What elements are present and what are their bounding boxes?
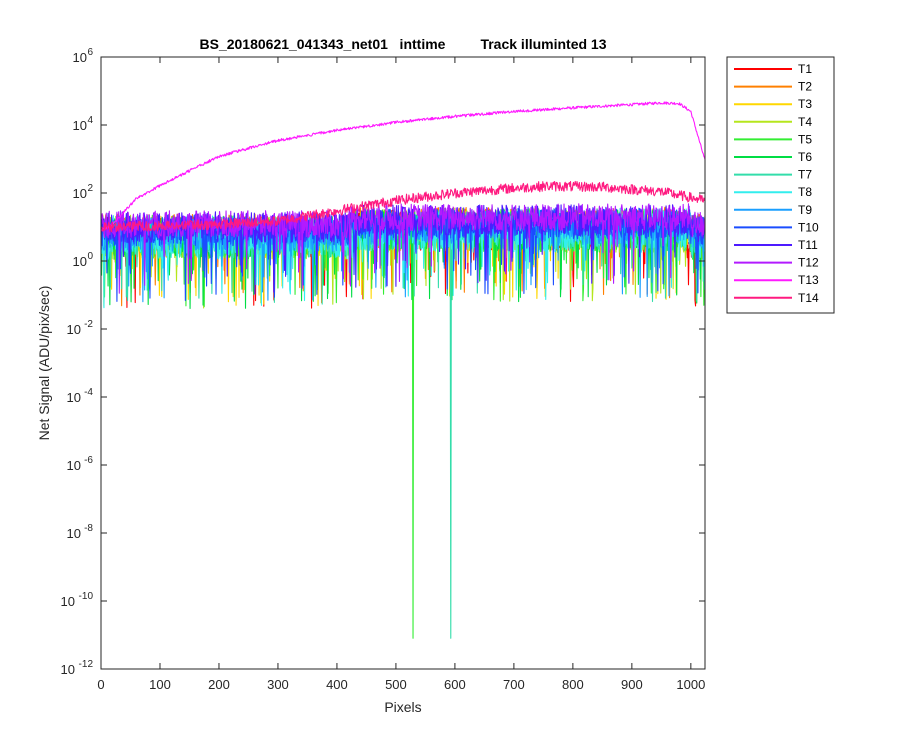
legend-label: T7 [798, 168, 812, 182]
x-tick-label: 200 [208, 677, 230, 692]
x-tick-label: 400 [326, 677, 348, 692]
y-tick-exponent: 4 [87, 115, 93, 126]
y-tick-label: 10 [67, 390, 81, 405]
x-tick-label: 300 [267, 677, 289, 692]
legend-label: T14 [798, 291, 819, 305]
x-tick-label: 0 [97, 677, 104, 692]
y-tick-exponent: 2 [87, 183, 93, 194]
y-axis-label: Net Signal (ADU/pix/sec) [36, 286, 52, 441]
legend-box [726, 56, 835, 314]
legend-label: T13 [798, 273, 819, 287]
y-tick-label: 10 [73, 50, 87, 65]
x-tick-label: 600 [444, 677, 466, 692]
y-tick-label: 10 [61, 662, 75, 677]
y-tick-exponent: -8 [84, 523, 93, 534]
y-tick-exponent: -12 [79, 659, 94, 670]
y-tick-label: 10 [67, 322, 81, 337]
y-tick-label: 10 [67, 458, 81, 473]
y-tick-label: 10 [73, 186, 87, 201]
y-tick-exponent: 6 [87, 47, 93, 58]
y-tick-label: 10 [73, 254, 87, 269]
legend-label: T11 [798, 238, 818, 252]
y-tick-exponent: -6 [84, 455, 93, 466]
y-tick-label: 10 [61, 594, 75, 609]
y-tick-label: 10 [67, 526, 81, 541]
x-tick-label: 800 [562, 677, 584, 692]
x-tick-label: 700 [503, 677, 525, 692]
legend-label: T8 [798, 185, 812, 199]
legend-label: T1 [798, 62, 812, 76]
x-axis-label: Pixels [384, 699, 421, 715]
x-tick-label: 100 [149, 677, 171, 692]
y-tick-exponent: -2 [84, 319, 93, 330]
legend-label: T2 [798, 80, 812, 94]
series-line-t14 [101, 180, 705, 233]
legend-label: T9 [798, 203, 812, 217]
y-tick-exponent: -10 [79, 591, 94, 602]
series-layer [101, 101, 705, 639]
y-tick-label: 10 [73, 118, 87, 133]
y-tick-exponent: -4 [84, 387, 93, 398]
legend-label: T3 [798, 97, 812, 111]
x-tick-label: 1000 [676, 677, 705, 692]
series-line-t13 [101, 101, 705, 232]
legend-label: T10 [798, 220, 819, 234]
y-tick-exponent: 0 [87, 251, 93, 262]
x-axis: 0 100 200 300 400 500 600 700 800 900 1000 [97, 57, 705, 692]
plot-area [101, 57, 705, 669]
x-tick-label: 500 [385, 677, 407, 692]
chart-title: BS_20180621_041343_net01 inttime Track i… [200, 36, 607, 52]
plot-frame [100, 56, 706, 670]
legend-label: T12 [798, 256, 819, 270]
x-tick-label: 900 [621, 677, 643, 692]
legend-label: T6 [798, 150, 812, 164]
legend: T1 T2 T3 T4 T5 T6 T7 T8 T9 T10 T11 T12 T13 T14 [726, 56, 835, 314]
legend-label: T4 [798, 115, 812, 129]
legend-label: T5 [798, 132, 812, 146]
